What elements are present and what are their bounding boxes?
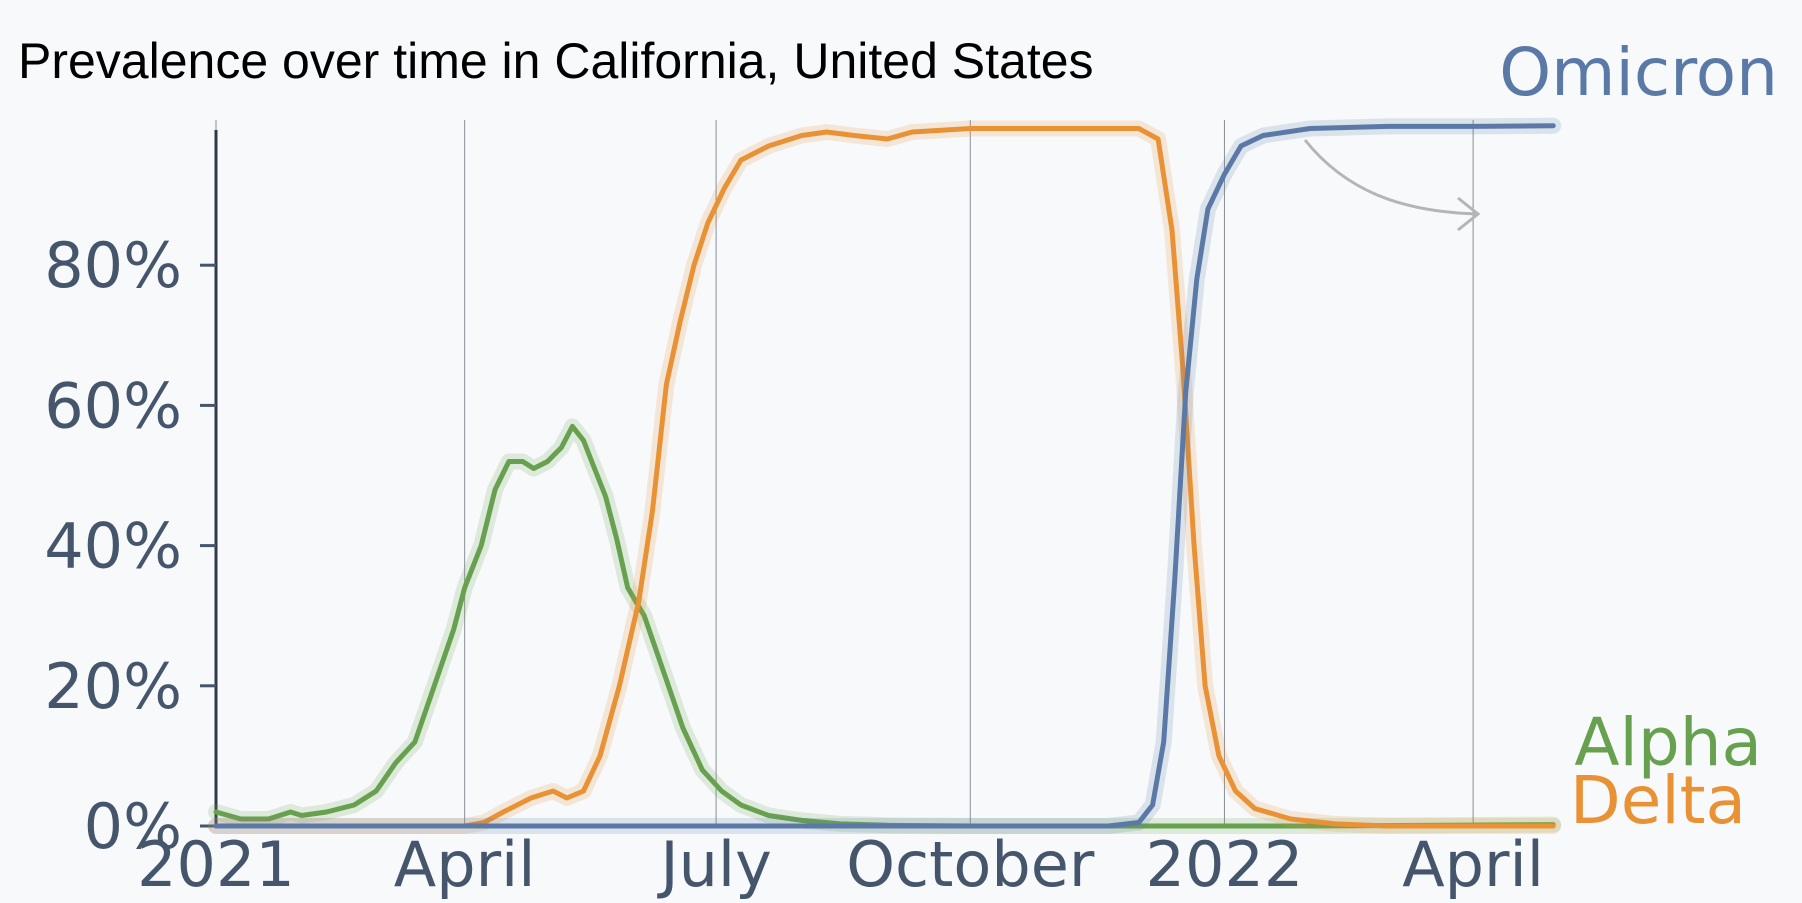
series-label-omicron: Omicron: [1499, 34, 1778, 111]
y-tick-label: 80%: [44, 229, 182, 302]
x-tick-label: April: [394, 828, 536, 901]
x-tick-label: October: [846, 828, 1095, 901]
x-tick-label: April: [1402, 828, 1544, 901]
grid-layer: [215, 120, 1474, 826]
series-layer: [208, 117, 1562, 834]
x-tick-label: 2022: [1146, 828, 1304, 901]
y-tick-label: 20%: [44, 650, 182, 723]
series-line-omicron: [213, 123, 1556, 829]
x-tick-label: July: [656, 828, 772, 901]
arrow-annotation: [1303, 139, 1481, 232]
series-label-delta: Delta: [1570, 762, 1746, 839]
axis-layer: 2021 April July October 2022 April 0% 20% 40% 60%…: [44, 130, 1544, 901]
series-band-alpha: [208, 418, 1562, 834]
series-line-alpha: [213, 423, 1556, 829]
x-tick-label: 2021: [137, 828, 295, 901]
y-tick-label: 40%: [44, 510, 182, 583]
chart-title: Prevalence over time in California, Unit…: [18, 33, 1094, 89]
series-label-alpha: Alpha: [1574, 704, 1762, 781]
y-tick-label: 0%: [84, 790, 182, 863]
series-line-delta: [213, 126, 1556, 829]
y-tick-label: 60%: [44, 369, 182, 442]
